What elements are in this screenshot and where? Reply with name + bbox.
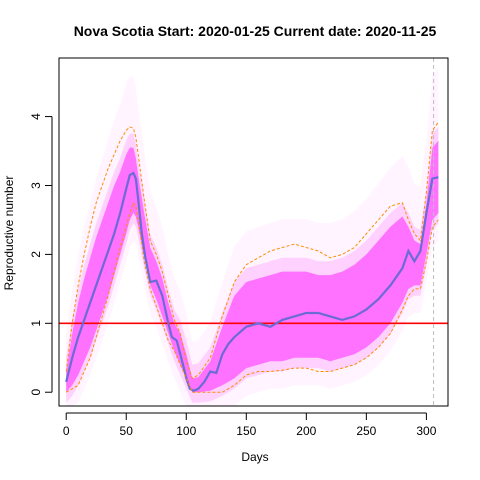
y-tick-label: 4 <box>29 113 43 120</box>
x-tick-label: 200 <box>296 424 316 438</box>
median-line <box>65 171 439 393</box>
credible-band-0 <box>66 140 439 393</box>
axes: 0 50 100 150 200 250 300 0 1 2 3 4 <box>29 113 437 438</box>
interval-line-1 <box>65 121 439 380</box>
x-tick-label: 0 <box>63 424 70 438</box>
y-tick-label: 1 <box>29 320 43 327</box>
y-tick-label: 0 <box>29 389 43 396</box>
plot-frame <box>58 57 449 407</box>
x-tick-label: 150 <box>236 424 256 438</box>
x-tick-label: 250 <box>356 424 376 438</box>
y-axis-label: Reproductive number <box>2 176 16 291</box>
y-tick-label: 3 <box>29 182 43 189</box>
plot-region <box>59 58 448 406</box>
interval-line-2 <box>65 201 439 393</box>
y-tick-label: 2 <box>29 251 43 258</box>
x-tick-label: 50 <box>120 424 134 438</box>
x-tick-label: 100 <box>176 424 196 438</box>
chart-title: Nova Scotia Start: 2020-01-25 Current da… <box>74 23 437 39</box>
x-axis-label: Days <box>241 450 268 464</box>
x-tick-label: 300 <box>416 424 436 438</box>
